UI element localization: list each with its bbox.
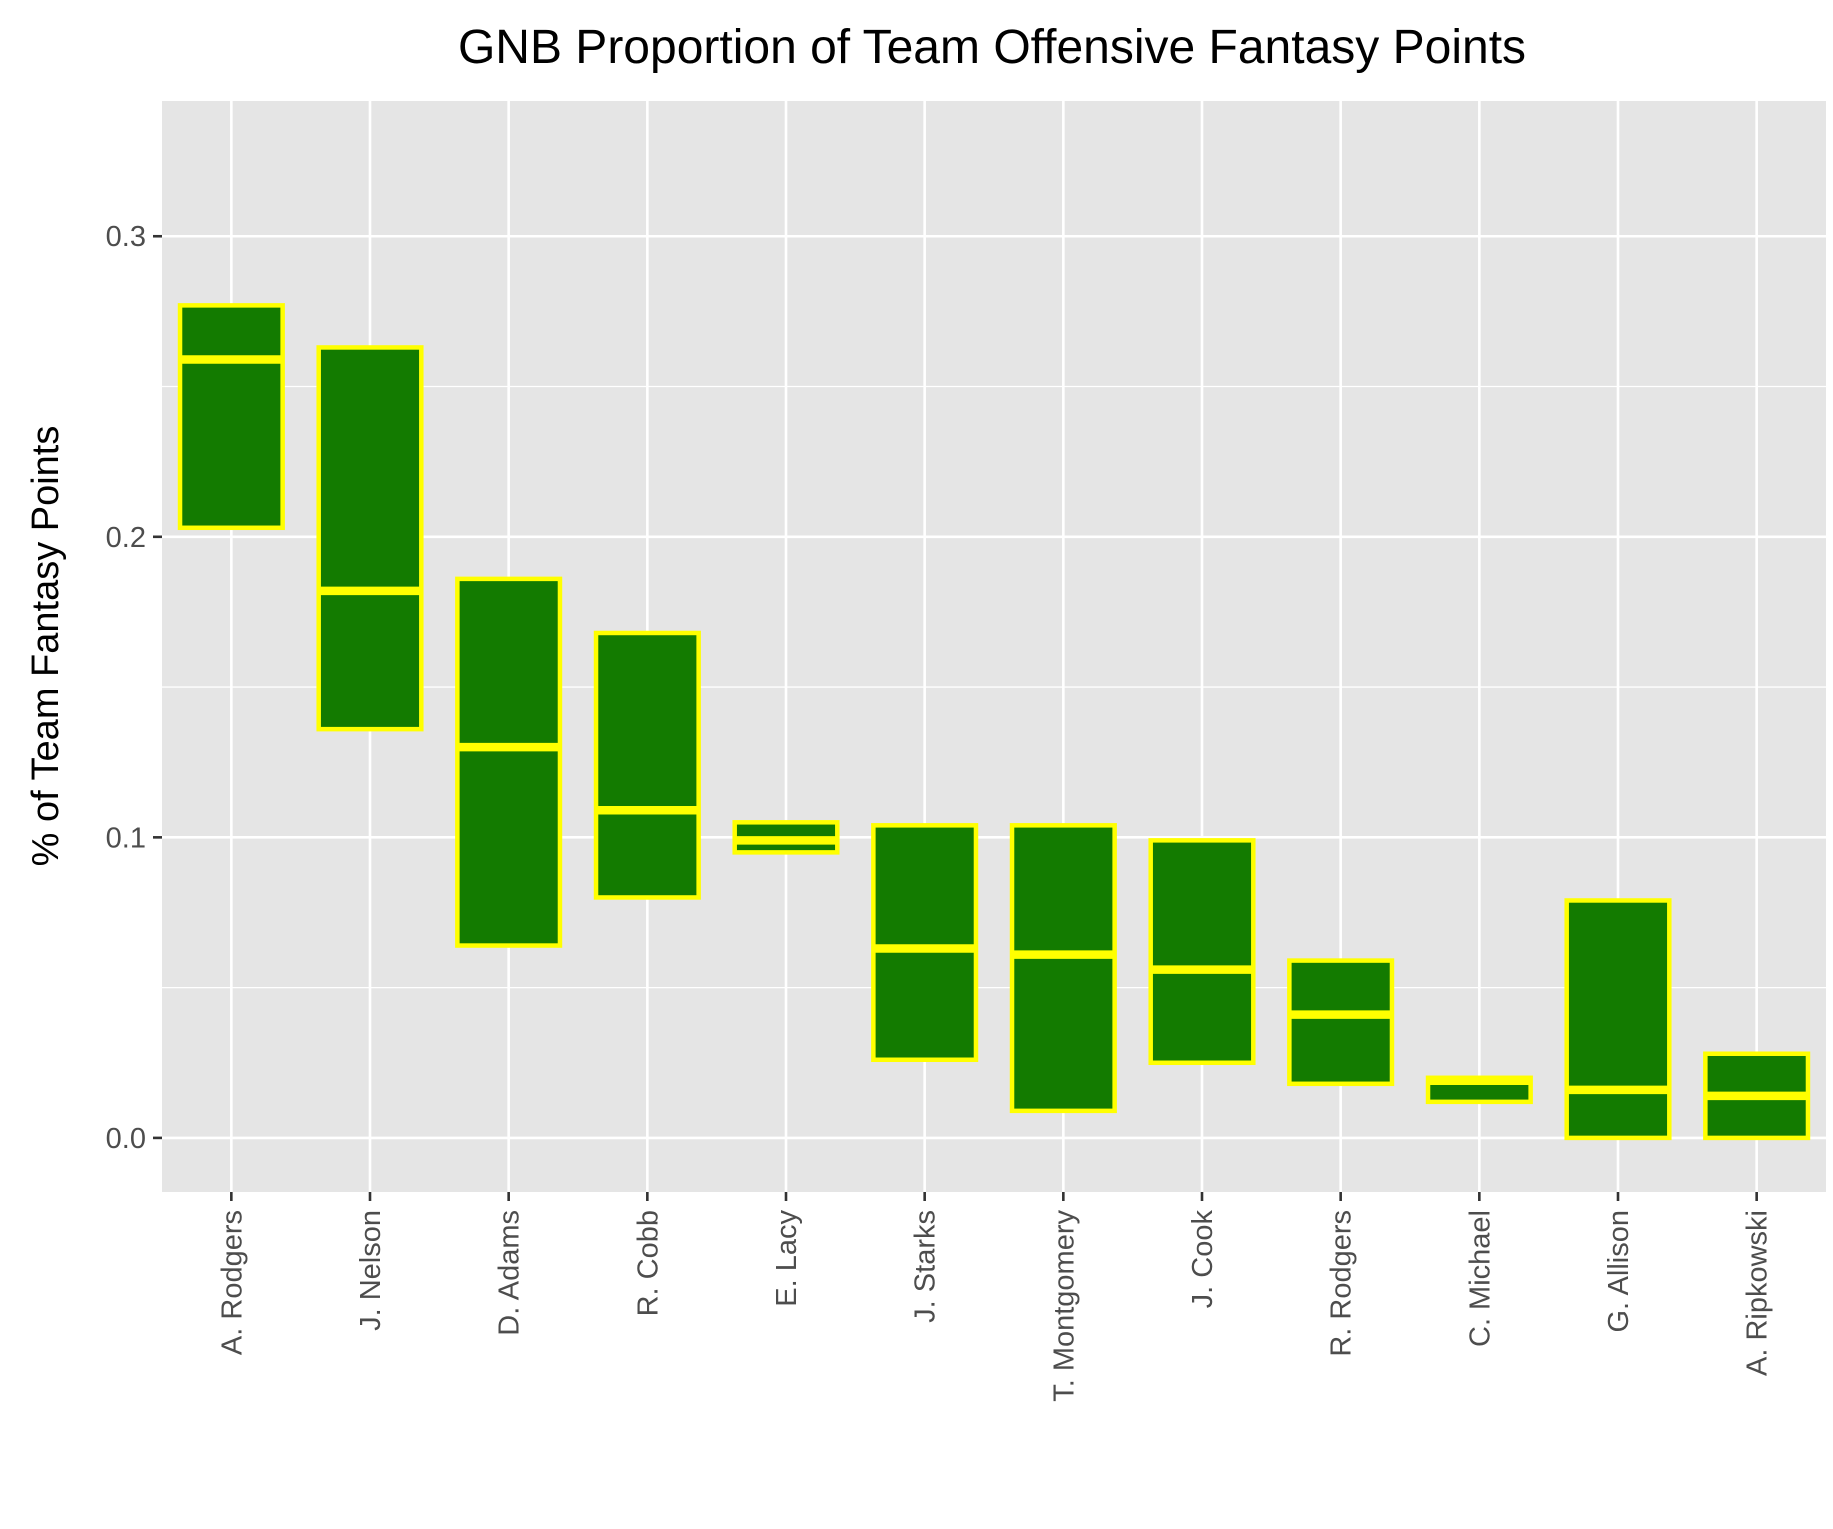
x-tick-label: J. Cook: [1187, 1210, 1219, 1309]
y-tick-label: 0.0: [106, 1123, 146, 1155]
box-rect: [1009, 823, 1117, 1114]
x-tick-label: G. Allison: [1603, 1210, 1635, 1333]
box-4: [732, 820, 840, 855]
box-3: [593, 630, 701, 900]
x-axis: A. Rodgers J. Nelson D. Adams R. Cobb E. Lac…: [216, 1192, 1774, 1402]
y-axis-title: % of Team Fantasy Points: [25, 426, 67, 867]
chart-title: GNB Proportion of Team Offensive Fantasy…: [458, 21, 1526, 74]
y-tick-label: 0.1: [106, 822, 146, 854]
boxes: [177, 303, 1811, 1141]
y-tick-label: 0.3: [106, 221, 146, 253]
box-6: [1009, 823, 1117, 1114]
box-1: [316, 345, 424, 732]
box-rect: [1148, 838, 1256, 1066]
box-rect: [871, 823, 979, 1063]
x-tick-label: J. Starks: [910, 1210, 942, 1323]
box-rect: [177, 303, 285, 531]
x-tick-label: T. Montgomery: [1048, 1210, 1080, 1402]
box-rect: [455, 576, 563, 948]
box-11: [1703, 1051, 1811, 1141]
y-axis: 0.0 0.1 0.2 0.3: [106, 221, 162, 1155]
x-tick-label: J. Nelson: [355, 1210, 387, 1331]
y-tick-label: 0.2: [106, 522, 146, 554]
x-tick-label: A. Rodgers: [216, 1210, 248, 1355]
box-7: [1148, 838, 1256, 1066]
x-tick-label: C. Michael: [1464, 1210, 1496, 1347]
box-2: [455, 576, 563, 948]
box-rect: [1287, 958, 1395, 1087]
plot-panel: [162, 101, 1826, 1192]
x-tick-label: D. Adams: [494, 1210, 526, 1336]
box-rect: [316, 345, 424, 732]
x-tick-label: E. Lacy: [771, 1210, 803, 1307]
box-8: [1287, 958, 1395, 1087]
box-5: [871, 823, 979, 1063]
box-rect: [1564, 898, 1672, 1141]
x-tick-label: R. Cobb: [632, 1210, 664, 1316]
x-tick-label: A. Ripkowski: [1742, 1210, 1774, 1376]
box-10: [1564, 898, 1672, 1141]
box-9: [1425, 1075, 1533, 1105]
box-0: [177, 303, 285, 531]
x-tick-label: R. Rodgers: [1326, 1210, 1358, 1357]
box-rect: [593, 630, 701, 900]
